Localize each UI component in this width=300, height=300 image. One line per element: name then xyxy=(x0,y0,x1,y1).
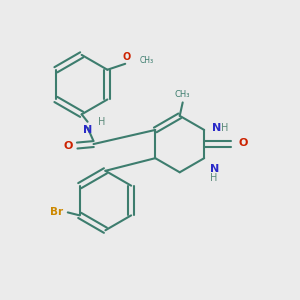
Text: CH₃: CH₃ xyxy=(175,91,190,100)
Text: Br: Br xyxy=(50,207,63,218)
Text: O: O xyxy=(123,52,131,62)
Text: H: H xyxy=(210,173,218,183)
Text: CH₃: CH₃ xyxy=(140,56,154,65)
Text: N: N xyxy=(212,124,221,134)
Text: O: O xyxy=(63,140,73,151)
Text: N: N xyxy=(83,125,92,135)
Text: N: N xyxy=(210,164,219,174)
Text: O: O xyxy=(238,138,248,148)
Text: H: H xyxy=(98,117,105,127)
Text: H: H xyxy=(220,124,228,134)
